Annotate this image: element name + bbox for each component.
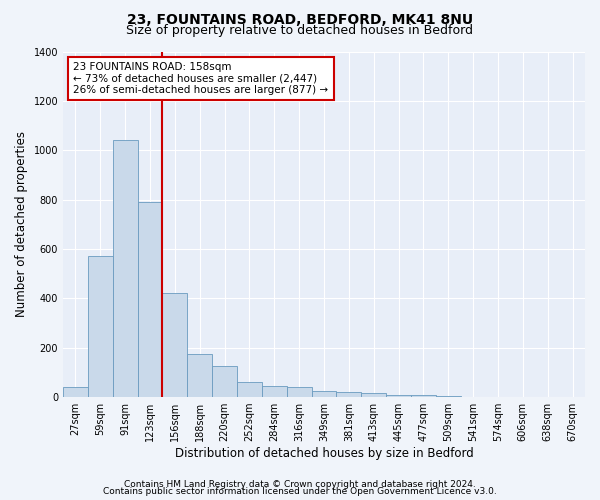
Text: 23 FOUNTAINS ROAD: 158sqm
← 73% of detached houses are smaller (2,447)
26% of se: 23 FOUNTAINS ROAD: 158sqm ← 73% of detac… — [73, 62, 329, 95]
Bar — [187, 354, 212, 397]
Text: Contains HM Land Registry data © Crown copyright and database right 2024.: Contains HM Land Registry data © Crown c… — [124, 480, 476, 489]
Bar — [287, 387, 311, 397]
X-axis label: Distribution of detached houses by size in Bedford: Distribution of detached houses by size … — [175, 447, 473, 460]
Bar — [311, 391, 337, 397]
Bar — [63, 387, 88, 397]
Bar — [262, 386, 287, 397]
Bar — [163, 294, 187, 397]
Bar — [386, 394, 411, 397]
Y-axis label: Number of detached properties: Number of detached properties — [15, 132, 28, 318]
Bar — [337, 392, 361, 397]
Bar — [212, 366, 237, 397]
Text: Contains public sector information licensed under the Open Government Licence v3: Contains public sector information licen… — [103, 487, 497, 496]
Bar — [361, 394, 386, 397]
Bar — [137, 202, 163, 397]
Bar — [237, 382, 262, 397]
Bar — [411, 395, 436, 397]
Text: 23, FOUNTAINS ROAD, BEDFORD, MK41 8NU: 23, FOUNTAINS ROAD, BEDFORD, MK41 8NU — [127, 12, 473, 26]
Bar — [436, 396, 461, 397]
Bar — [88, 256, 113, 397]
Text: Size of property relative to detached houses in Bedford: Size of property relative to detached ho… — [127, 24, 473, 37]
Bar — [113, 140, 137, 397]
